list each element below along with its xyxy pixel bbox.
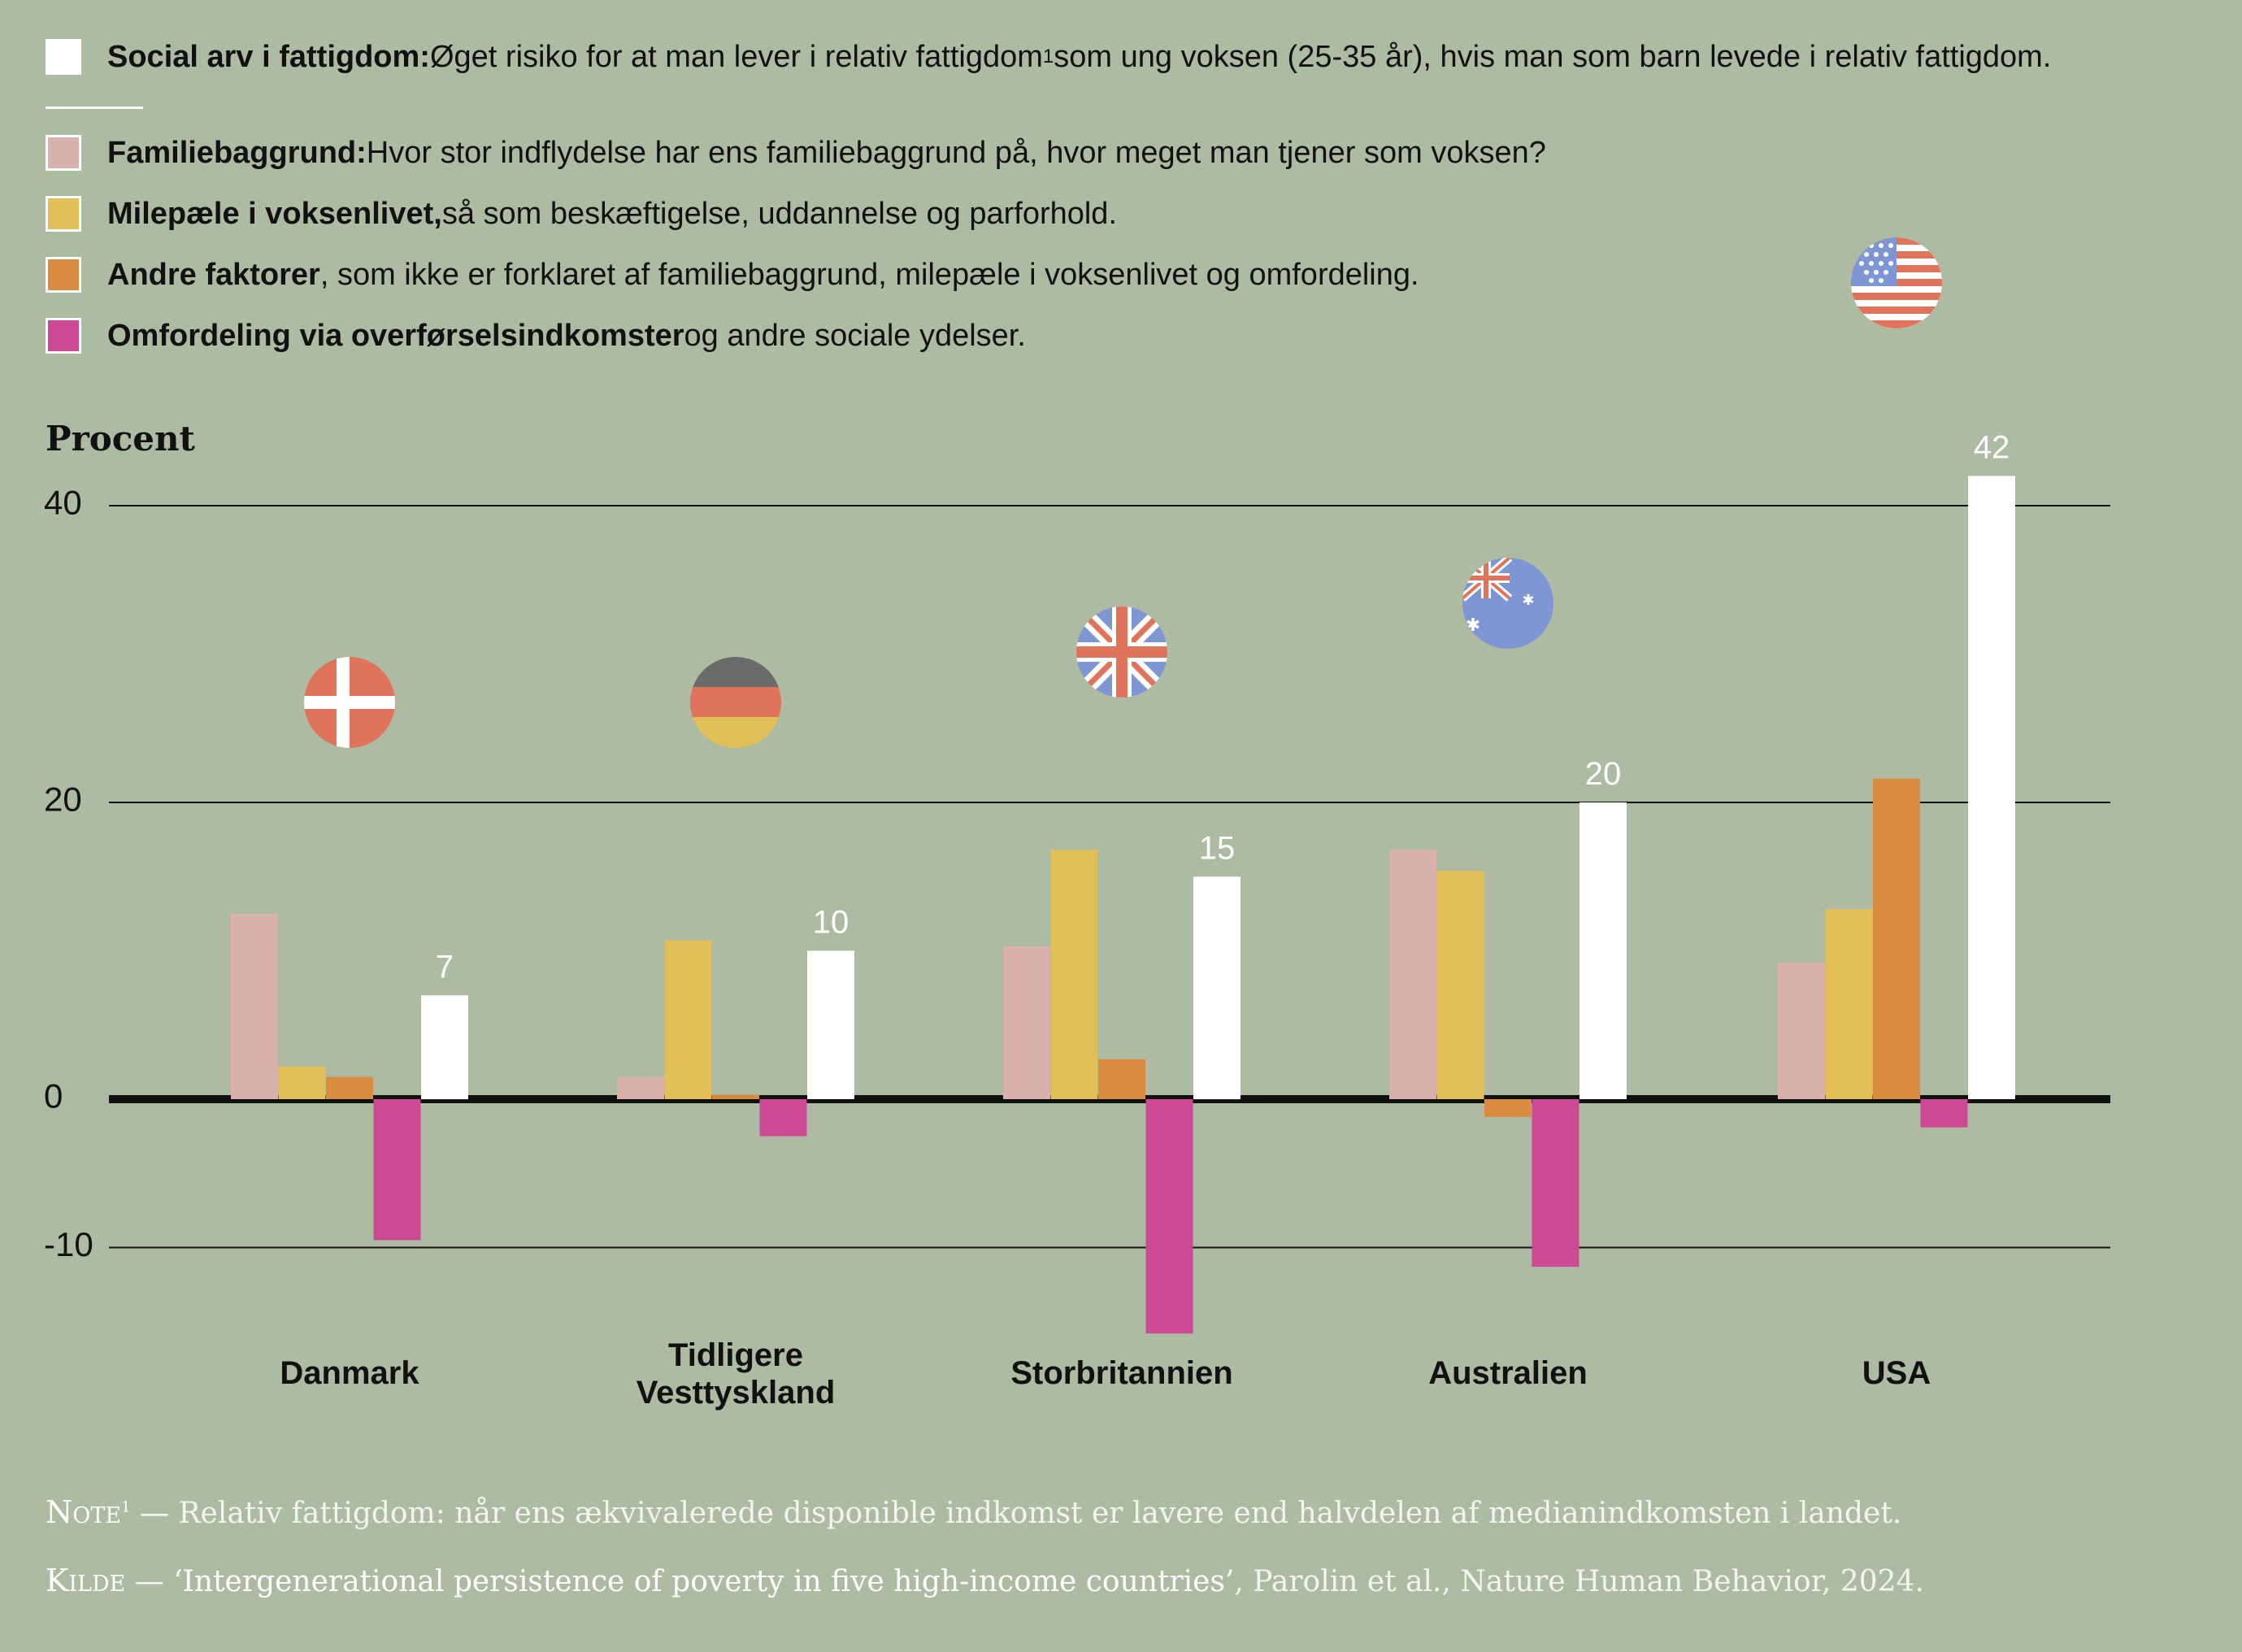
bar (278, 1066, 326, 1099)
legend-label-bold: Familiebaggrund: (107, 135, 367, 170)
legend-swatch-white (46, 39, 81, 75)
legend-item-omfordeling: Omfordeling via overførselsindkomster og… (46, 318, 1026, 354)
germany-flag-icon (690, 657, 781, 748)
source-separator: — (125, 1565, 174, 1598)
bar (1098, 1059, 1145, 1099)
bars (231, 476, 2015, 1334)
bar (1484, 1099, 1532, 1117)
legend-item-andre-faktorer: Andre faktorer , som ikke er forklaret a… (46, 257, 1419, 293)
denmark-flag-icon (304, 657, 395, 748)
bar (1825, 909, 1873, 1099)
legend-label-text-2: som ung voksen (25-35 år), hvis man som … (1054, 39, 2052, 74)
bar (617, 1076, 664, 1099)
bar (1968, 476, 2015, 1099)
legend-swatch-pink (46, 135, 81, 171)
legend-item-social-arv: Social arv i fattigdom: Øget risiko for … (46, 39, 2051, 75)
data-label: 10 (813, 905, 849, 941)
bar (1436, 871, 1484, 1099)
y-tick-label: -10 (44, 1225, 93, 1263)
footnote-marker: 1 (121, 1498, 131, 1516)
source-details: , Parolin et al., Nature Human Behavior,… (1234, 1565, 1924, 1598)
bar (326, 1076, 373, 1099)
data-label: 7 (436, 949, 454, 985)
source-key: Kilde (46, 1563, 126, 1598)
legend-label-bold: Milepæle i voksenlivet, (107, 196, 442, 231)
bar (231, 913, 278, 1099)
legend-label-bold: Omfordeling via overførselsindkomster (107, 318, 684, 353)
bar (1050, 850, 1098, 1099)
svg-text:✱: ✱ (1466, 615, 1480, 635)
category-label: Vesttyskland (637, 1375, 836, 1411)
bar (1193, 876, 1240, 1100)
legend-label-text: Hvor stor indflydelse har ens familiebag… (366, 135, 1546, 170)
bar (373, 1099, 421, 1241)
bar (807, 950, 854, 1099)
legend-swatch-orange (46, 257, 81, 293)
bar (1003, 946, 1050, 1099)
y-axis-title: Procent (46, 419, 196, 459)
legend-label-text: og andre sociale ydelser. (684, 318, 1026, 353)
bar (712, 1094, 759, 1099)
bar (664, 940, 712, 1099)
legend-label-text: , som ikke er forklaret af familiebaggru… (319, 257, 1419, 292)
legend-label-bold: Andre faktorer (107, 257, 320, 292)
bar (1579, 802, 1627, 1099)
bar (1532, 1099, 1579, 1267)
bar (1778, 963, 1825, 1099)
bar (759, 1099, 807, 1137)
legend-item-milepaele: Milepæle i voksenlivet, så som beskæftig… (46, 196, 1117, 232)
data-label: 42 (1974, 430, 2010, 466)
category-label: Danmark (280, 1355, 419, 1391)
legend-label-bold: Social arv i fattigdom: (107, 39, 430, 74)
source-line: Kilde — ‘Intergenerational persistence o… (46, 1563, 1924, 1598)
footnote-separator: — (130, 1497, 179, 1530)
data-labels: 7 10 15 20 42 (436, 430, 2010, 985)
y-tick-label: 0 (44, 1077, 63, 1115)
y-tick-label: 20 (44, 780, 82, 819)
footnote-text: Relativ fattigdom: når ens ækvivalerede … (178, 1497, 1902, 1530)
legend-swatch-yellow (46, 196, 81, 232)
footnote-key: Note (46, 1494, 122, 1530)
bar (1873, 778, 1920, 1099)
data-label: 20 (1585, 756, 1622, 792)
category-label: Australien (1428, 1355, 1588, 1391)
uk-flag-icon (1076, 606, 1167, 698)
legend-item-familiebaggrund: Familiebaggrund: Hvor stor indflydelse h… (46, 135, 1546, 171)
bar (421, 995, 468, 1100)
y-tick-label: 40 (44, 484, 82, 522)
legend-label-text: Øget risiko for at man lever i relativ f… (429, 39, 1043, 74)
bar (1145, 1099, 1193, 1334)
legend-swatch-magenta (46, 318, 81, 354)
legend-divider (46, 107, 143, 109)
usa-flag-icon (1851, 237, 1942, 328)
category-label: Tidligere (668, 1337, 803, 1373)
bar (1389, 850, 1436, 1099)
legend-label-text: så som beskæftigelse, uddannelse og parf… (441, 196, 1118, 231)
data-label: 15 (1199, 830, 1236, 866)
bar (1920, 1099, 1968, 1128)
australia-flag-icon: ✱ ✱ (1462, 558, 1553, 649)
footnote: Note1 — Relativ fattigdom: når ens ækviv… (46, 1494, 1901, 1530)
category-label: Storbritannien (1010, 1355, 1232, 1391)
source-title: ‘Intergenerational persistence of povert… (173, 1565, 1235, 1598)
svg-text:✱: ✱ (1522, 592, 1534, 608)
category-label: USA (1862, 1355, 1931, 1391)
